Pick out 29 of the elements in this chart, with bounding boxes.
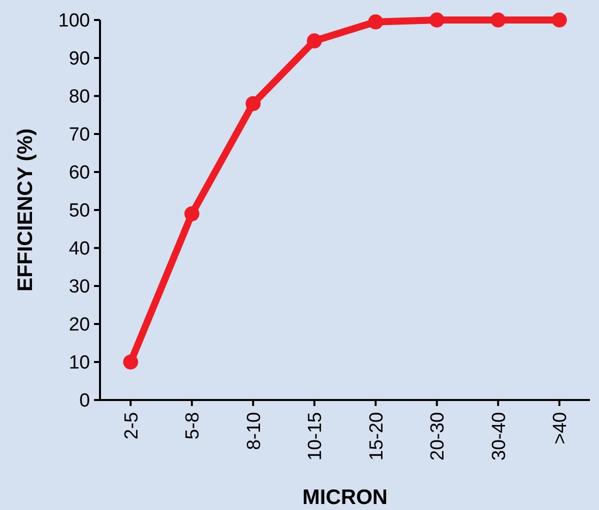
point: [429, 12, 444, 28]
point: [490, 12, 506, 28]
point: [184, 206, 200, 222]
point: [306, 33, 322, 48]
x-tick-label: 15-20: [366, 412, 388, 461]
x-tick-label: 10-15: [305, 412, 326, 461]
y-tick-label: 80: [68, 86, 90, 108]
x-tick-label: 20-30: [428, 412, 449, 461]
y-tick-label: 90: [68, 48, 90, 70]
y-tick-label: 10: [68, 352, 90, 374]
y-tick-label: 60: [68, 162, 90, 184]
x-tick-label: >40: [550, 412, 572, 444]
y-tick-label: 20: [68, 314, 90, 336]
y-tick-label: 40: [68, 238, 90, 260]
y-tick-label: 70: [68, 124, 90, 146]
point: [368, 14, 384, 30]
y-tick-label: 50: [68, 200, 90, 222]
y-tick-label: 100: [58, 10, 90, 32]
point: [552, 12, 567, 28]
x-axis-title: MICRON: [302, 486, 388, 509]
y-axis-title: EFFICIENCY (%): [14, 128, 37, 292]
x-tick-label: 8-10: [244, 412, 265, 450]
y-tick-label: 30: [68, 276, 90, 298]
point: [246, 96, 261, 112]
point: [123, 354, 138, 370]
x-tick-label: 2-5: [121, 412, 142, 440]
x-tick-label: 5-8: [182, 412, 204, 440]
x-tick-label: 30-40: [488, 412, 510, 461]
y-tick-label: 0: [79, 390, 90, 412]
